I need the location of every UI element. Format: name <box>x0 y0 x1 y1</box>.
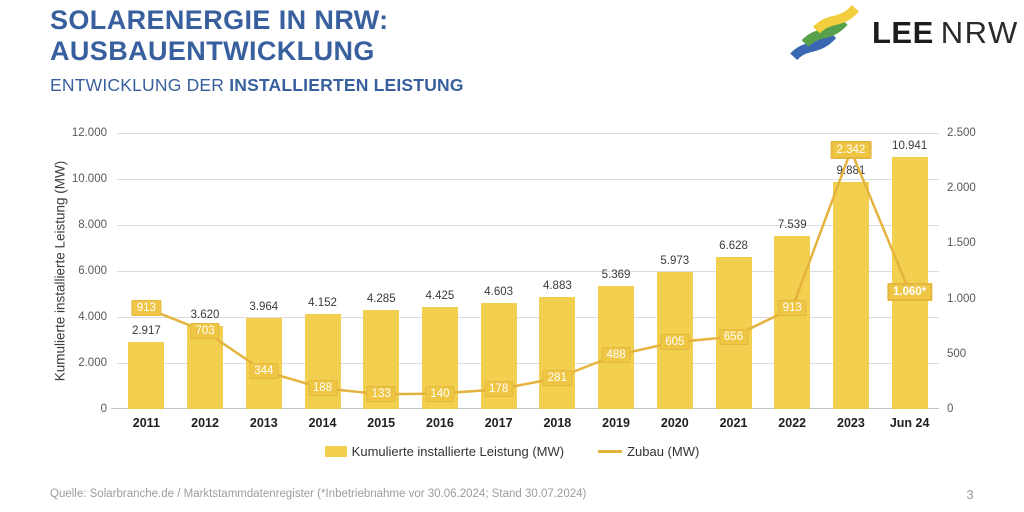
x-axis-label-2023: 2023 <box>837 416 865 430</box>
bar-2023 <box>832 181 869 409</box>
subtitle-bold: INSTALLIERTEN LEISTUNG <box>229 75 464 95</box>
left-tick-label: 6.000 <box>78 265 107 277</box>
zubau-point-label: 178 <box>484 381 514 398</box>
bar-value-label: 4.603 <box>484 286 514 299</box>
left-tick-label: 0 <box>100 403 107 415</box>
x-axis-label-2013: 2013 <box>249 416 278 430</box>
bar-value-label: 9.881 <box>836 164 866 177</box>
page-subtitle: ENTWICKLUNG DER INSTALLIERTEN LEISTUNG <box>50 75 464 96</box>
bar-value-label: 4.152 <box>308 296 337 309</box>
zubau-point-label: 605 <box>660 334 690 351</box>
right-tick-label: 1.000 <box>947 292 976 305</box>
x-axis-label-2018: 2018 <box>543 416 572 430</box>
bar-value-label: 6.628 <box>719 239 748 252</box>
lee-nrw-wordmark: LEE NRW <box>872 15 1019 51</box>
page-number: 3 <box>966 487 974 502</box>
lee-nrw-logo: LEE NRW <box>788 2 1019 64</box>
zubau-point-label: 1.060* <box>887 282 933 301</box>
zubau-point-label: 913 <box>777 300 807 317</box>
bar-value-label: 7.539 <box>777 218 807 231</box>
x-axis-label-2016: 2016 <box>426 416 454 430</box>
right-tick-label: 0 <box>947 403 954 415</box>
x-axis-line <box>111 408 939 409</box>
bar-value-label: 4.883 <box>542 279 572 292</box>
zubau-point-label: 188 <box>307 380 338 397</box>
bar-2018 <box>539 296 576 409</box>
x-axis-label-Jun 24: Jun 24 <box>889 416 930 430</box>
right-tick-label: 2.500 <box>947 127 976 139</box>
grid-line <box>117 270 939 272</box>
x-axis-label-2021: 2021 <box>719 416 748 430</box>
zubau-point-label: 344 <box>249 363 279 380</box>
chart-legend: Kumulierte installierte Leistung (MW) Zu… <box>0 444 1024 459</box>
zubau-point-label: 703 <box>190 323 220 340</box>
title-line-2: AUSBAUENTWICKLUNG <box>50 35 375 66</box>
bar-value-label: 3.964 <box>249 300 279 313</box>
legend-bar-swatch-icon <box>324 446 347 457</box>
zubau-point-label: 133 <box>366 386 396 403</box>
title-line-1: SOLARENERGIE IN NRW: <box>50 5 389 35</box>
x-axis-label-2011: 2011 <box>132 416 160 430</box>
left-tick-label: 4.000 <box>78 311 107 323</box>
zubau-point-label: 2.342 <box>830 141 872 160</box>
bar-value-label: 2.917 <box>131 324 161 337</box>
plot-area: 2.917 3.620 3.964 4.152 4.285 4.425 4.603 4.883… <box>111 132 939 409</box>
zubau-point-label: 140 <box>425 385 455 402</box>
logo-text-nrw: NRW <box>940 15 1019 50</box>
grid-line <box>117 316 939 318</box>
x-axis-label-2014: 2014 <box>308 416 337 430</box>
grid-line <box>117 132 939 134</box>
zubau-point-label: 913 <box>131 300 161 317</box>
x-axis-label-2020: 2020 <box>660 416 689 430</box>
bar-value-label: 10.941 <box>892 140 928 153</box>
bar-2022 <box>774 235 811 409</box>
x-axis-label-2012: 2012 <box>191 416 219 430</box>
page-title: SOLARENERGIE IN NRW: AUSBAUENTWICKLUNG <box>50 5 389 66</box>
zubau-point-label: 488 <box>601 347 631 364</box>
x-axis-label-2022: 2022 <box>778 416 807 430</box>
bar-value-label: 4.425 <box>425 290 455 303</box>
left-tick-label: 2.000 <box>78 357 107 369</box>
lee-nrw-swoosh-icon <box>790 4 859 61</box>
legend-line-label: Zubau (MW) <box>627 444 700 459</box>
subtitle-regular: ENTWICKLUNG DER <box>50 75 230 95</box>
logo-text-lee: LEE <box>872 15 934 50</box>
legend-line-swatch-icon <box>598 450 623 453</box>
source-note: Quelle: Solarbranche.de / Marktstammdate… <box>50 488 587 500</box>
bar-value-label: 4.285 <box>366 293 396 306</box>
x-axis-label-2015: 2015 <box>367 416 396 430</box>
right-tick-label: 2.000 <box>947 182 976 195</box>
bar-value-label: 5.369 <box>601 268 631 281</box>
legend-bar-label: Kumulierte installierte Leistung (MW) <box>351 444 565 459</box>
x-axis-label-2019: 2019 <box>602 416 630 430</box>
bar-value-label: 5.973 <box>660 254 690 267</box>
left-tick-label: 8.000 <box>78 219 107 231</box>
right-tick-label: 500 <box>947 347 967 360</box>
left-tick-label: 12.000 <box>71 127 107 139</box>
zubau-point-label: 656 <box>718 328 749 345</box>
zubau-point-label: 281 <box>542 369 572 386</box>
grid-line <box>117 362 939 364</box>
right-tick-label: 1.500 <box>947 237 976 250</box>
bar-value-label: 3.620 <box>190 308 220 321</box>
x-axis-label-2017: 2017 <box>484 416 513 430</box>
bar-2011 <box>128 341 165 409</box>
left-tick-label: 10.000 <box>71 173 107 185</box>
grid-line <box>117 178 939 180</box>
